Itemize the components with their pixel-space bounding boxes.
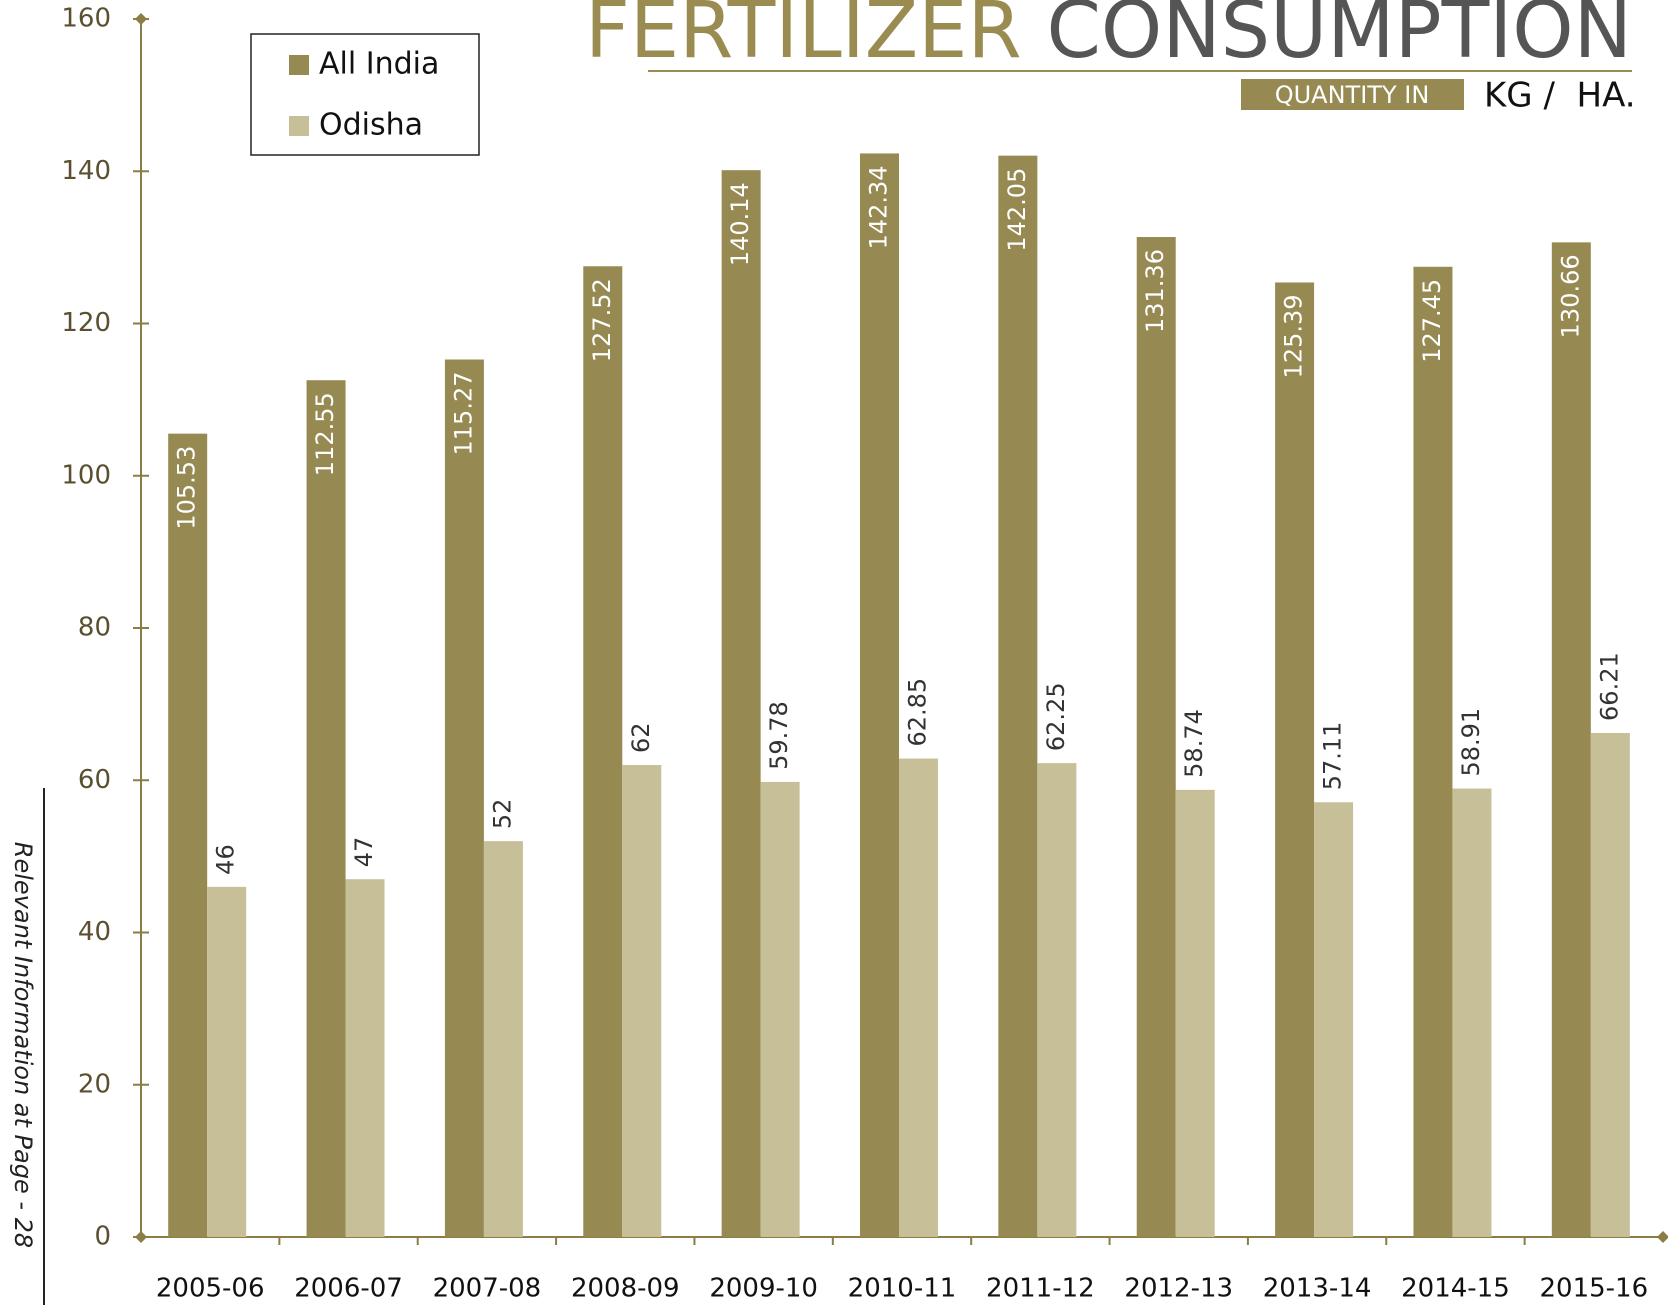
bar [1452, 788, 1492, 1237]
subtitle-box-text: QUANTITY IN [1275, 81, 1430, 109]
value-label: 112.55 [311, 392, 339, 476]
bar [622, 765, 662, 1237]
bar [306, 380, 346, 1237]
value-label: 47 [350, 837, 378, 868]
value-label: 142.05 [1003, 168, 1031, 252]
value-label: 125.39 [1280, 294, 1308, 378]
y-tick-label: 140 [61, 156, 111, 186]
side-note: Relevant Information at Page - 28 [9, 842, 37, 1248]
subtitle: KG / HA. [1484, 76, 1636, 116]
legend-swatch [289, 55, 309, 75]
bar [860, 153, 899, 1237]
legend-swatch [289, 116, 309, 136]
value-label: 131.36 [1141, 249, 1169, 333]
bar [998, 155, 1038, 1237]
bar [1314, 802, 1354, 1237]
x-tick-label: 2015-16 [1539, 1274, 1648, 1304]
bar [1413, 266, 1453, 1237]
bar [345, 879, 385, 1237]
x-tick-label: 2012-13 [1124, 1274, 1233, 1304]
value-label: 66.21 [1595, 652, 1623, 721]
y-tick-label: 160 [61, 4, 111, 34]
y-tick-label: 80 [78, 613, 111, 643]
value-label: 142.34 [865, 165, 893, 249]
bar [444, 359, 484, 1238]
value-label: 52 [488, 799, 516, 830]
bar [207, 886, 247, 1237]
value-label: 105.53 [173, 446, 201, 530]
value-label: 127.45 [1418, 279, 1446, 363]
value-label: 130.66 [1556, 254, 1584, 338]
x-tick-label: 2009-10 [709, 1274, 818, 1304]
bar [583, 266, 623, 1237]
value-label: 127.52 [588, 278, 616, 362]
x-tick-label: 2007-08 [433, 1274, 542, 1304]
value-label: 62 [627, 722, 655, 753]
subtitle-box [1241, 79, 1464, 110]
x-tick-label: 2006-07 [294, 1274, 403, 1304]
legend-label: All India [319, 47, 439, 82]
bar [899, 758, 938, 1237]
value-label: 115.27 [449, 372, 477, 456]
bar [1136, 237, 1176, 1238]
bar [760, 781, 800, 1237]
y-tick-label: 60 [78, 765, 111, 795]
axis-end [1657, 1231, 1668, 1243]
bar [1037, 763, 1077, 1237]
y-tick-label: 40 [78, 917, 111, 947]
bar [483, 841, 523, 1237]
y-tick-label: 0 [94, 1222, 111, 1252]
value-label: 46 [212, 844, 240, 875]
value-label: 62.85 [904, 678, 932, 747]
bar [1590, 732, 1630, 1237]
x-tick-label: 2014-15 [1401, 1274, 1510, 1304]
value-label: 59.78 [765, 701, 793, 770]
bar [1275, 282, 1315, 1237]
value-label: 57.11 [1319, 722, 1347, 791]
x-tick-label: 2005-06 [156, 1274, 265, 1304]
value-label: 62.25 [1042, 682, 1070, 751]
value-label: 58.91 [1457, 708, 1485, 777]
x-tick-label: 2011-12 [986, 1274, 1095, 1304]
legend-label: Odisha [319, 108, 423, 143]
y-tick-label: 100 [61, 460, 111, 490]
bar [1551, 242, 1591, 1237]
value-label: 140.14 [726, 182, 754, 266]
y-tick-label: 120 [61, 308, 111, 338]
x-tick-label: 2013-14 [1263, 1274, 1372, 1304]
bar [721, 170, 761, 1238]
value-label: 58.74 [1180, 709, 1208, 778]
y-tick-label: 20 [78, 1069, 111, 1099]
x-tick-label: 2008-09 [571, 1274, 680, 1304]
bar [168, 433, 208, 1238]
chart-title: FERTILIZER CONSUMPTION [585, 0, 1632, 76]
x-tick-label: 2010-11 [848, 1274, 957, 1304]
bar [1175, 789, 1215, 1237]
